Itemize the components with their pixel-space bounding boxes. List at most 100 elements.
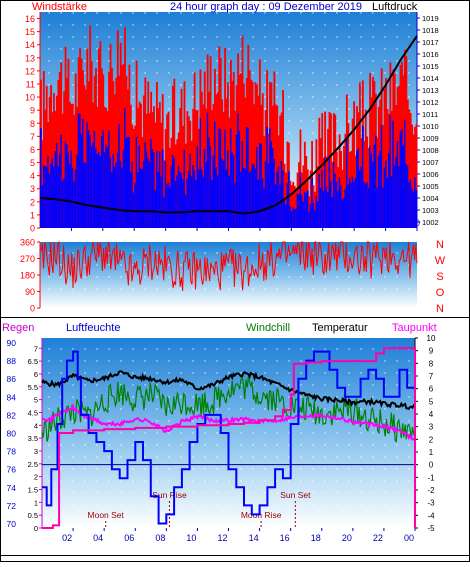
gust-bar xyxy=(330,113,332,228)
rain-axis: 0 0.5 1 1.5 2 2.5 3 3.5 4 4.5 5 5.5 6 6.5 7 xyxy=(28,338,43,533)
pressure-tick-label: 1007 xyxy=(422,158,439,167)
average-wind-bar xyxy=(322,191,325,228)
gust-bar xyxy=(160,122,163,228)
average-wind-bar xyxy=(50,163,52,228)
gust-bar xyxy=(122,64,125,228)
pressure-tick-label: 1006 xyxy=(422,170,439,179)
average-wind-bar xyxy=(411,187,414,228)
gust-bar xyxy=(137,108,139,228)
average-wind-bar xyxy=(237,113,240,228)
gust-bar xyxy=(390,111,393,228)
average-wind-bar xyxy=(406,165,409,228)
average-wind-bar xyxy=(209,146,212,228)
average-wind-bar xyxy=(145,151,148,228)
gust-bar xyxy=(113,94,116,228)
average-wind-bar xyxy=(154,190,157,228)
average-wind-bar xyxy=(171,155,174,228)
temperature-tick-label: -1 xyxy=(427,473,435,482)
average-wind-bar xyxy=(186,178,189,228)
average-wind-bar xyxy=(337,190,340,228)
average-wind-bar xyxy=(324,157,327,228)
humidity-tick-label: 80 xyxy=(7,429,17,439)
gust-bar xyxy=(167,111,170,228)
gust-bar xyxy=(132,128,135,228)
average-wind-bar xyxy=(157,171,160,228)
gust-bar xyxy=(140,103,142,228)
rain-tick-label: 4 xyxy=(34,421,38,430)
average-wind-bar xyxy=(193,170,196,228)
average-wind-bar xyxy=(254,168,257,228)
x-tick-label: 08 xyxy=(155,533,165,543)
gust-bar xyxy=(415,124,418,228)
average-wind-bar xyxy=(183,150,186,228)
average-wind-bar xyxy=(116,152,119,228)
average-wind-bar xyxy=(93,131,96,228)
gust-bar xyxy=(408,109,411,228)
average-wind-bar xyxy=(70,150,73,228)
compass-letter: S xyxy=(436,271,443,283)
gust-bar xyxy=(182,125,184,228)
average-wind-bar xyxy=(253,164,255,228)
average-wind-bar xyxy=(309,204,312,228)
average-wind-bar xyxy=(369,145,371,228)
gust-bar xyxy=(250,79,253,228)
average-wind-bar xyxy=(53,166,55,228)
rain-tick-label: 7 xyxy=(34,344,38,353)
gust-bar xyxy=(243,83,245,228)
average-wind-bar xyxy=(84,162,87,228)
average-wind-bar xyxy=(40,128,42,228)
direction-tick-label: 180 xyxy=(20,271,35,281)
average-wind-bar xyxy=(76,155,79,228)
humidity-tick-label: 82 xyxy=(7,410,17,420)
gust-bar xyxy=(74,73,77,228)
rain-tick-label: 2.5 xyxy=(28,460,38,469)
average-wind-bar xyxy=(111,171,113,228)
average-wind-bar xyxy=(359,170,361,228)
average-wind-bar xyxy=(295,208,298,228)
average-wind-bar xyxy=(71,167,74,228)
average-wind-bar xyxy=(327,192,329,228)
average-wind-bar xyxy=(102,130,105,228)
wind-tick-label: 11 xyxy=(26,80,35,90)
gust-bar xyxy=(409,112,412,228)
temperature-tick-label: 5 xyxy=(429,397,434,406)
average-wind-bar xyxy=(87,130,90,228)
x-tick-label: 06 xyxy=(124,533,134,543)
average-wind-bar xyxy=(388,153,390,228)
humidity-tick-label: 76 xyxy=(7,465,17,475)
average-wind-bar xyxy=(403,119,406,228)
gust-bar xyxy=(279,115,282,228)
average-wind-bar xyxy=(345,137,348,228)
average-wind-bar xyxy=(177,165,180,228)
annotation-label: Sun Rise xyxy=(152,490,187,500)
average-wind-bar xyxy=(232,155,235,228)
average-wind-bar xyxy=(367,187,370,228)
wind-tick-label: 15 xyxy=(25,27,35,37)
wind-tick-label: 14 xyxy=(25,40,35,50)
average-wind-bar xyxy=(234,183,237,228)
average-wind-bar xyxy=(166,184,168,228)
rain-tick-label: 3.5 xyxy=(28,434,38,443)
gust-bar xyxy=(359,82,361,228)
average-wind-bar xyxy=(335,181,338,228)
gust-bar xyxy=(109,44,112,228)
wind-tick-label: 8 xyxy=(30,119,35,129)
gust-bar xyxy=(241,35,244,228)
gust-bar xyxy=(334,114,337,228)
average-wind-bar xyxy=(251,163,254,228)
average-wind-bar xyxy=(89,135,92,228)
direction-axis: 0 90 180 270 360 xyxy=(20,238,41,314)
rain-tick-label: 4.5 xyxy=(28,408,38,417)
direction-tick-label: 90 xyxy=(25,287,35,297)
average-wind-bar xyxy=(385,160,387,228)
average-wind-bar xyxy=(414,177,416,228)
average-wind-bar xyxy=(227,150,229,228)
wind-tick-label: 2 xyxy=(30,197,35,207)
pressure-tick-label: 1011 xyxy=(422,110,438,119)
average-wind-bar xyxy=(360,166,363,228)
average-wind-bar xyxy=(306,190,309,228)
average-wind-bar xyxy=(396,140,399,228)
gust-bar xyxy=(292,181,295,228)
average-wind-bar xyxy=(293,209,296,228)
average-wind-bar xyxy=(402,145,405,228)
